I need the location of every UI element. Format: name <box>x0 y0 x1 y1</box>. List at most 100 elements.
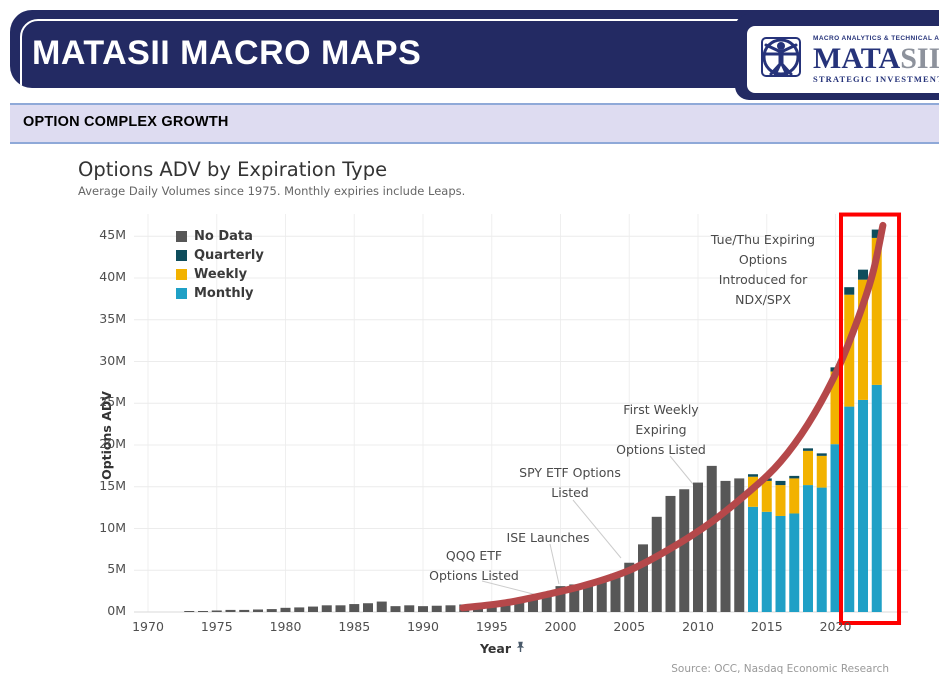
annotation-line: SPY ETF Options <box>519 465 621 480</box>
x-tick-label: 1995 <box>475 619 508 634</box>
y-tick-label: 25M <box>99 394 126 410</box>
bar-segment-monthly <box>858 399 868 612</box>
annotation-spy: SPY ETF Options Listed <box>519 463 621 503</box>
chart-legend: No Data Quarterly Weekly Monthly <box>176 229 264 305</box>
y-tick-label: 40M <box>99 269 126 284</box>
bar-segment-no-data <box>266 609 277 612</box>
bar-segment-no-data <box>555 586 566 612</box>
annotation-line: ISE Launches <box>506 530 590 545</box>
bar-segment-quarterly <box>775 480 786 486</box>
bar-segment-weekly <box>761 480 772 512</box>
highlight-box <box>839 212 902 625</box>
legend-swatch-icon <box>176 288 187 299</box>
bar-segment-no-data <box>706 465 717 612</box>
bar-segment-monthly <box>761 511 772 612</box>
x-axis-label-text: Year <box>480 641 511 656</box>
bar-segment-monthly <box>803 485 813 612</box>
bar-segment-no-data <box>253 609 263 612</box>
bar-segment-no-data <box>583 583 593 612</box>
pin-icon <box>515 641 526 656</box>
annotation-line: Tue/Thu Expiring <box>710 232 816 247</box>
logo-brand-secondary: SII <box>900 41 939 75</box>
vitruvian-man-icon <box>755 31 807 88</box>
bar-segment-no-data <box>514 599 525 612</box>
x-tick-label: 1980 <box>269 619 302 634</box>
bar-segment-no-data <box>211 610 222 612</box>
header-inner-outline <box>20 19 939 88</box>
x-tick-label: 2005 <box>613 619 646 634</box>
bar-segment-monthly <box>775 515 786 612</box>
bar-segment-no-data <box>445 605 456 612</box>
bar-segment-no-data <box>239 609 250 612</box>
annotation-leader-line <box>572 499 622 559</box>
annotation-leader-line <box>549 543 560 585</box>
x-tick-label: 1975 <box>200 619 233 634</box>
annotation-line: Listed <box>551 485 589 500</box>
bar-segment-quarterly <box>816 453 827 456</box>
bar-segment-no-data <box>198 610 208 612</box>
matasii-logo: MACRO ANALYTICS & TECHNICAL ANALYSIS MAT… <box>747 26 939 93</box>
section-strip: OPTION COMPLEX GROWTH <box>10 103 939 144</box>
annotation-leader-line <box>481 580 542 597</box>
bar-segment-no-data <box>225 609 236 612</box>
annotation-tue-thu: Tue/Thu Expiring Options Introduced for NDX… <box>711 230 815 310</box>
legend-item-weekly: Weekly <box>176 267 264 282</box>
bar-segment-weekly <box>803 450 813 486</box>
x-tick-label: 1985 <box>338 619 371 634</box>
annotation-line: Options <box>738 252 788 267</box>
bar-segment-weekly <box>789 478 800 514</box>
annotation-first-weekly: First Weekly Expiring Options Listed <box>616 400 706 460</box>
bar-segment-no-data <box>596 581 607 612</box>
legend-item-quarterly: Quarterly <box>176 248 264 263</box>
x-tick-label: 2010 <box>682 619 714 634</box>
annotation-ise: ISE Launches <box>507 528 590 548</box>
bar-segment-no-data <box>720 480 731 612</box>
bar-segment-no-data <box>665 495 676 612</box>
bar-segment-no-data <box>280 607 291 612</box>
bar-segment-no-data <box>321 605 332 612</box>
bar-segment-monthly <box>871 384 882 612</box>
bar-segment-no-data <box>679 489 690 612</box>
bar-segment-monthly <box>789 513 800 612</box>
bar-segment-no-data <box>418 606 428 612</box>
y-tick-label: 15M <box>99 477 126 493</box>
legend-item-no-data: No Data <box>176 229 264 244</box>
section-title: OPTION COMPLEX GROWTH <box>23 114 229 130</box>
legend-swatch-icon <box>176 231 187 242</box>
logo-tagline-top: MACRO ANALYTICS & TECHNICAL ANALYSIS <box>813 35 939 42</box>
annotation-line: Expiring <box>635 422 687 437</box>
bar-segment-weekly <box>775 485 786 516</box>
y-tick-label: 20M <box>99 436 126 451</box>
legend-swatch-icon <box>176 250 187 261</box>
bar-segment-quarterly <box>844 287 855 295</box>
annotation-qqq: QQQ ETF Options Listed <box>429 546 519 586</box>
page-title: MATASII MACRO MAPS <box>32 34 422 72</box>
legend-label: Weekly <box>194 267 248 282</box>
legend-swatch-icon <box>176 269 187 280</box>
bar-segment-no-data <box>500 601 511 612</box>
bar-segment-monthly <box>748 506 758 612</box>
bar-segment-monthly <box>816 487 827 612</box>
annotation-line: NDX/SPX <box>735 292 791 307</box>
annotation-line: QQQ ETF <box>445 548 503 563</box>
bar-segment-no-data <box>376 601 387 612</box>
bar-segment-no-data <box>390 606 401 612</box>
annotation-leader-line <box>669 455 698 490</box>
y-tick-label: 45M <box>99 227 126 243</box>
bar-segment-no-data <box>624 562 635 612</box>
chart-title: Options ADV by Expiration Type <box>78 158 388 181</box>
bar-segment-no-data <box>431 605 442 612</box>
bar-segment-no-data <box>610 573 621 612</box>
bar-segment-monthly <box>830 444 841 612</box>
bar-segment-no-data <box>541 591 552 612</box>
bar-segment-weekly <box>816 455 827 488</box>
bar-segment-no-data <box>569 584 580 612</box>
legend-label: Monthly <box>194 286 254 301</box>
bar-segment-quarterly <box>803 448 813 451</box>
logo-brand-primary: MATA <box>813 41 901 75</box>
bar-segment-no-data <box>335 605 346 612</box>
x-tick-label: 1990 <box>407 619 439 634</box>
annotation-line: Options Listed <box>616 442 706 457</box>
